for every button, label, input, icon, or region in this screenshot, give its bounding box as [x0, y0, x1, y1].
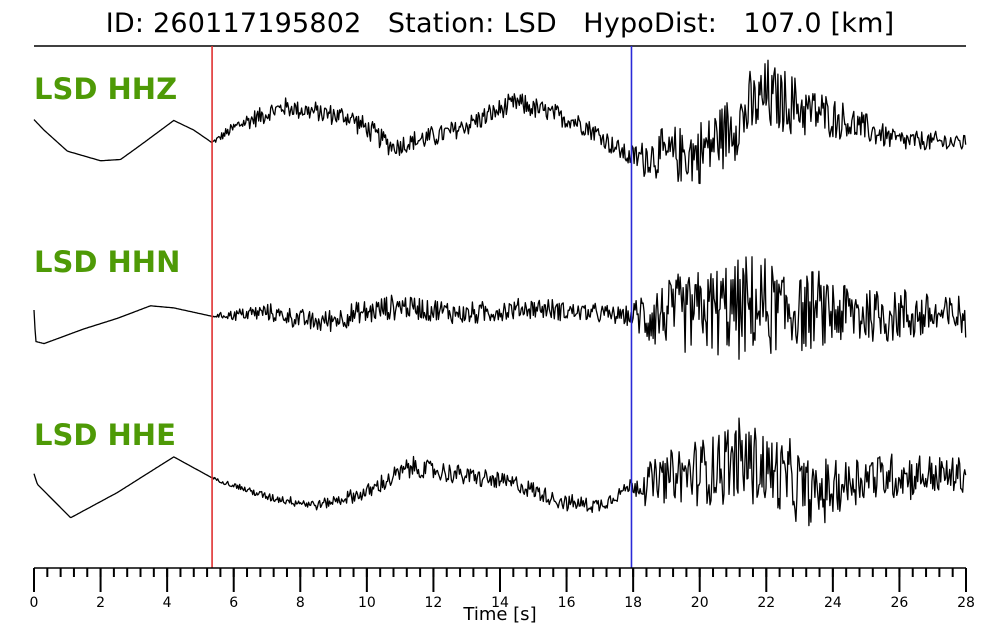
title-dist-label: HypoDist: [583, 8, 718, 39]
title-station-value: LSD [503, 8, 557, 39]
title-dist-value: 107.0 [743, 8, 822, 39]
x-axis-label: Time [s] [463, 604, 537, 625]
chart-title: ID: 260117195802 Station: LSD HypoDist: … [0, 8, 1000, 39]
x-tick-label: 0 [30, 595, 39, 611]
x-tick-label: 14 [491, 595, 509, 611]
x-tick-label: 18 [624, 595, 642, 611]
x-tick-label: 2 [96, 595, 105, 611]
trace-line-lsd-hhe [33, 417, 967, 527]
x-tick-label: 20 [691, 595, 709, 611]
x-tick-label: 24 [824, 595, 842, 611]
x-tick-label: 22 [757, 595, 775, 611]
x-tick-label: 4 [163, 595, 172, 611]
title-id-label: ID: [105, 8, 145, 39]
x-tick-label: 10 [358, 595, 376, 611]
x-tick-label: 12 [425, 595, 443, 611]
trace-label-hhn: LSD HHN [34, 245, 181, 279]
x-tick-label: 16 [558, 595, 576, 611]
title-dist-unit: [km] [830, 8, 895, 39]
trace-label-hhe: LSD HHE [34, 418, 176, 452]
x-tick-label: 8 [296, 595, 305, 611]
title-station-label: Station: [387, 8, 495, 39]
picks-group [211, 46, 633, 568]
traces-group [33, 59, 967, 527]
x-axis: 0 2 4 6 8 10 12 14 16 18 20 22 24 26 28 [30, 567, 975, 611]
trace-label-hhz: LSD HHZ [34, 72, 178, 106]
title-id-value: 260117195802 [152, 8, 362, 39]
x-tick-label: 26 [891, 595, 909, 611]
x-tick-label: 6 [229, 595, 238, 611]
trace-line-lsd-hhz [33, 59, 967, 185]
x-tick-label: 28 [957, 595, 975, 611]
trace-line-lsd-hhn [33, 256, 967, 360]
